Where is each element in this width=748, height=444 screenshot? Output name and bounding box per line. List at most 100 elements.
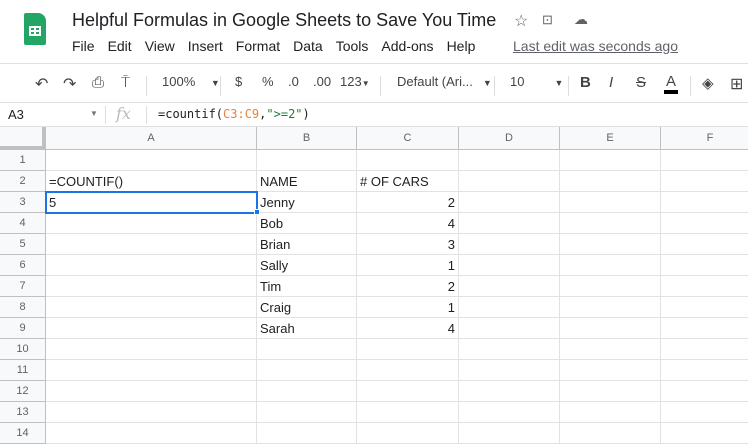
cell-E6[interactable] <box>560 255 661 276</box>
cell-F12[interactable] <box>661 381 748 402</box>
cell-F5[interactable] <box>661 234 748 255</box>
cell-F10[interactable] <box>661 339 748 360</box>
cell-F1[interactable] <box>661 150 748 171</box>
row-header-3[interactable]: 3 <box>0 192 46 213</box>
cell-D12[interactable] <box>459 381 560 402</box>
font-size-select[interactable]: 10 ▼ <box>510 74 563 89</box>
document-title[interactable]: Helpful Formulas in Google Sheets to Sav… <box>72 10 497 30</box>
cell-E9[interactable] <box>560 318 661 339</box>
redo-icon[interactable]: ↷ <box>63 76 77 93</box>
increase-decimal-button[interactable]: .00 <box>313 74 332 89</box>
cell-B6[interactable]: Sally <box>257 255 357 276</box>
cell-B10[interactable] <box>257 339 357 360</box>
cell-D10[interactable] <box>459 339 560 360</box>
row-header-12[interactable]: 12 <box>0 381 46 402</box>
column-header-B[interactable]: B <box>257 127 357 150</box>
row-header-11[interactable]: 11 <box>0 360 46 381</box>
currency-button[interactable]: $ <box>235 74 243 89</box>
cell-E12[interactable] <box>560 381 661 402</box>
menu-format[interactable]: Format <box>235 38 281 54</box>
cell-A5[interactable] <box>46 234 257 255</box>
cell-C13[interactable] <box>357 402 459 423</box>
cell-B9[interactable]: Sarah <box>257 318 357 339</box>
cell-E11[interactable] <box>560 360 661 381</box>
cell-D11[interactable] <box>459 360 560 381</box>
move-folder-icon[interactable]: ⊡ <box>542 12 553 27</box>
row-header-10[interactable]: 10 <box>0 339 46 360</box>
italic-button[interactable]: I <box>609 74 614 91</box>
cell-D6[interactable] <box>459 255 560 276</box>
row-header-4[interactable]: 4 <box>0 213 46 234</box>
cell-B1[interactable] <box>257 150 357 171</box>
percent-button[interactable]: % <box>262 74 274 89</box>
cell-C9[interactable]: 4 <box>357 318 459 339</box>
row-header-13[interactable]: 13 <box>0 402 46 423</box>
cell-B11[interactable] <box>257 360 357 381</box>
cell-A10[interactable] <box>46 339 257 360</box>
cell-D1[interactable] <box>459 150 560 171</box>
menu-help[interactable]: Help <box>446 38 476 54</box>
cell-D7[interactable] <box>459 276 560 297</box>
cell-A3[interactable]: 5 <box>46 192 257 213</box>
cell-B13[interactable] <box>257 402 357 423</box>
cell-E7[interactable] <box>560 276 661 297</box>
row-header-5[interactable]: 5 <box>0 234 46 255</box>
cell-E8[interactable] <box>560 297 661 318</box>
cell-B7[interactable]: Tim <box>257 276 357 297</box>
menu-view[interactable]: View <box>144 38 175 54</box>
column-header-E[interactable]: E <box>560 127 661 150</box>
cell-B3[interactable]: Jenny <box>257 192 357 213</box>
cell-B12[interactable] <box>257 381 357 402</box>
zoom-select[interactable]: 100% ▼ <box>162 74 220 89</box>
cell-C2[interactable]: # OF CARS <box>357 171 459 192</box>
cell-B2[interactable]: NAME <box>257 171 357 192</box>
cell-C5[interactable]: 3 <box>357 234 459 255</box>
menu-file[interactable]: File <box>72 38 95 54</box>
cell-D13[interactable] <box>459 402 560 423</box>
name-box[interactable]: A3 <box>8 107 24 122</box>
cell-F2[interactable] <box>661 171 748 192</box>
cell-F3[interactable] <box>661 192 748 213</box>
bold-button[interactable]: B <box>580 74 591 91</box>
cell-F4[interactable] <box>661 213 748 234</box>
cell-A8[interactable] <box>46 297 257 318</box>
cell-D4[interactable] <box>459 213 560 234</box>
cell-E3[interactable] <box>560 192 661 213</box>
cell-E10[interactable] <box>560 339 661 360</box>
cell-F8[interactable] <box>661 297 748 318</box>
select-all-corner[interactable] <box>0 127 46 150</box>
last-edit-link[interactable]: Last edit was seconds ago <box>513 38 678 54</box>
cell-F6[interactable] <box>661 255 748 276</box>
menu-insert[interactable]: Insert <box>187 38 223 54</box>
menu-edit[interactable]: Edit <box>107 38 132 54</box>
cell-E4[interactable] <box>560 213 661 234</box>
cell-D8[interactable] <box>459 297 560 318</box>
formula-input[interactable]: =countif(C3:C9,">=2") <box>158 107 310 121</box>
cell-A1[interactable] <box>46 150 257 171</box>
paint-format-icon[interactable]: ⍑ <box>121 74 131 91</box>
column-header-A[interactable]: A <box>46 127 257 150</box>
cell-F9[interactable] <box>661 318 748 339</box>
cell-C3[interactable]: 2 <box>357 192 459 213</box>
column-header-D[interactable]: D <box>459 127 560 150</box>
cell-C12[interactable] <box>357 381 459 402</box>
cell-A2[interactable]: =COUNTIF() <box>46 171 257 192</box>
row-header-2[interactable]: 2 <box>0 171 46 192</box>
text-color-button[interactable]: A <box>664 74 679 94</box>
cell-D5[interactable] <box>459 234 560 255</box>
row-header-1[interactable]: 1 <box>0 150 46 171</box>
cell-B5[interactable]: Brian <box>257 234 357 255</box>
chevron-down-icon[interactable]: ▼ <box>90 109 98 118</box>
cell-F11[interactable] <box>661 360 748 381</box>
column-header-C[interactable]: C <box>357 127 459 150</box>
cell-A4[interactable] <box>46 213 257 234</box>
fill-handle[interactable] <box>254 209 260 215</box>
cell-B4[interactable]: Bob <box>257 213 357 234</box>
cell-C1[interactable] <box>357 150 459 171</box>
cell-C8[interactable]: 1 <box>357 297 459 318</box>
cell-D3[interactable] <box>459 192 560 213</box>
strikethrough-button[interactable]: S <box>636 74 647 91</box>
cloud-status-icon[interactable]: ☁ <box>574 11 588 27</box>
decrease-decimal-button[interactable]: .0 <box>288 74 299 89</box>
cell-C11[interactable] <box>357 360 459 381</box>
